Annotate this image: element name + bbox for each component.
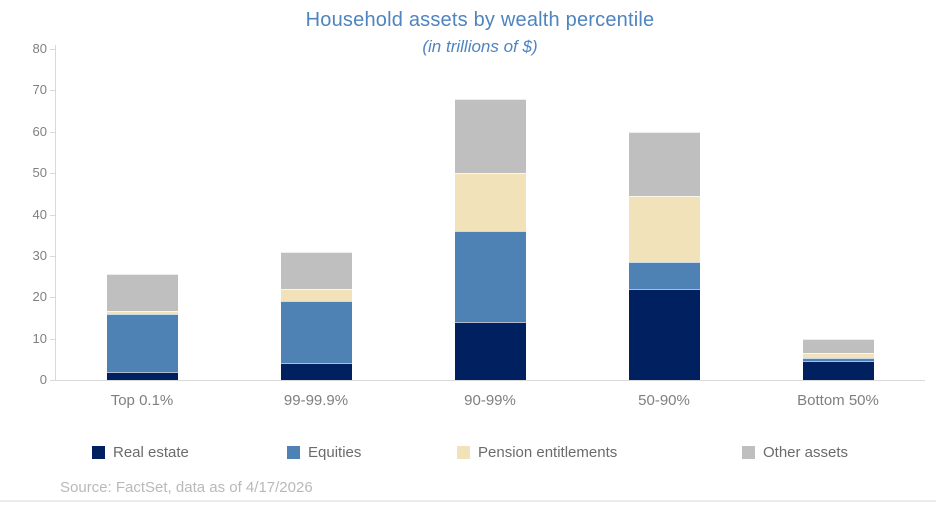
y-axis-label: 20 [32,289,47,305]
legend-swatch-other-assets [742,445,755,459]
y-axis-label: 0 [39,372,47,387]
bar-segment-pension-entitlements [628,195,700,263]
bar-segment-pension-entitlements [280,288,352,302]
x-axis-label: 99-99.9% [283,392,349,409]
bottom-divider [0,500,936,502]
bar-segment-pension-entitlements [106,311,178,314]
y-axis-label: 80 [32,41,47,56]
y-axis-tick [50,131,55,133]
bar-segment-pension-entitlements [802,353,874,359]
legend-swatch-real-estate [92,445,105,459]
bar-segment-other-assets [628,131,700,196]
bar-segment-real-estate [802,361,874,380]
legend-label: Other assets [763,443,849,461]
bar-segment-pension-entitlements [454,173,526,232]
chart-title: Household assets by wealth percentile [305,9,655,31]
legend-label: Pension entitlements [478,443,618,461]
chart-subtitle: (in trillions of $) [422,37,538,56]
x-axis-label: Top 0.1% [110,392,174,409]
x-axis-line [51,380,925,381]
x-axis-label: 90-99% [464,392,516,409]
legend-swatch-equities [287,445,300,459]
bar-segment-equities [628,262,700,289]
bar-segment-other-assets [280,251,352,289]
y-axis-label: 10 [32,330,47,346]
bar-segment-equities [802,358,874,362]
y-axis-label: 50 [32,165,47,181]
bar-segment-real-estate [106,371,178,380]
y-axis-label: 60 [32,123,47,139]
legend-label: Real estate [113,443,189,461]
legend-swatch-pension-entitlements [457,445,470,459]
y-axis-label: 30 [32,247,47,263]
y-axis-tick [50,297,55,299]
x-axis-label: 50-90% [638,392,690,409]
bar-segment-other-assets [106,274,178,312]
bar-segment-equities [106,313,178,372]
legend-item-pension-entitlements: Pension entitlements [457,443,617,461]
legend-item-real-estate: Real estate [92,443,189,461]
legend-item-equities: Equities [287,443,361,461]
legend-item-other-assets: Other assets [742,443,848,461]
y-axis-label: 70 [32,82,47,98]
x-axis-label: Bottom 50% [797,392,879,409]
y-axis-line [55,45,56,380]
bar-segment-other-assets [802,338,874,354]
bar-segment-real-estate [628,288,700,380]
y-axis-tick [50,214,55,216]
y-axis-tick [50,90,55,92]
y-axis-tick [50,255,55,257]
y-axis-tick [50,173,55,175]
legend-label: Equities [308,443,362,461]
bar-segment-equities [454,231,526,323]
y-axis-tick [50,49,55,50]
y-axis-label: 40 [32,206,47,222]
bar-segment-other-assets [454,98,526,174]
source-note: Source: FactSet, data as of 4/17/2026 [60,479,313,496]
bar-segment-real-estate [280,363,352,380]
bar-segment-equities [280,301,352,364]
bar-segment-real-estate [454,322,526,380]
y-axis-tick [50,338,55,340]
